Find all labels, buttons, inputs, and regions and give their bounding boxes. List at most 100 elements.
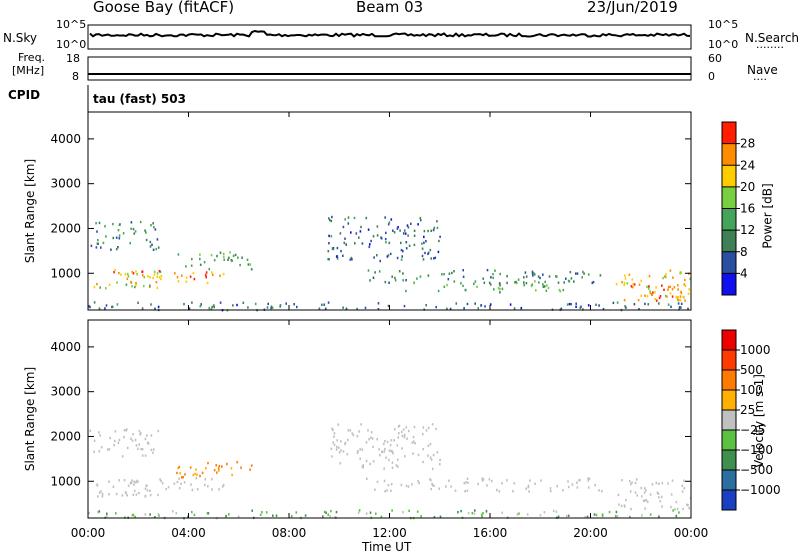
- data-point: [396, 227, 399, 230]
- data-point: [658, 515, 660, 518]
- data-point: [567, 485, 570, 489]
- data-point: [98, 491, 101, 494]
- data-point: [418, 481, 420, 485]
- data-point: [175, 512, 178, 515]
- data-point: [659, 500, 662, 503]
- data-point: [100, 246, 102, 249]
- data-point: [118, 234, 121, 237]
- data-point: [205, 276, 207, 279]
- data-point: [144, 437, 147, 441]
- data-point: [538, 281, 540, 284]
- data-point: [422, 426, 425, 429]
- data-point: [365, 512, 368, 515]
- data-point: [125, 283, 128, 286]
- data-point: [407, 429, 410, 433]
- data-point: [124, 491, 127, 494]
- data-point: [400, 430, 403, 434]
- data-point: [552, 509, 555, 513]
- data-point: [156, 275, 159, 278]
- data-point: [453, 280, 456, 283]
- data-point: [474, 302, 476, 305]
- data-point: [141, 270, 144, 273]
- data-point: [123, 436, 125, 439]
- data-point: [389, 443, 392, 447]
- xlabel: Time UT: [362, 540, 412, 554]
- data-point: [211, 271, 213, 274]
- data-point: [398, 424, 401, 428]
- data-point: [646, 294, 649, 298]
- data-point: [219, 301, 222, 304]
- nsearch-dots: ········: [756, 41, 784, 54]
- data-point: [680, 302, 683, 305]
- data-point: [490, 479, 493, 483]
- data-point: [548, 275, 551, 278]
- data-point: [211, 478, 213, 481]
- colorbar-swatch: [722, 430, 736, 450]
- data-point: [383, 450, 386, 453]
- data-point: [364, 306, 367, 310]
- data-point: [191, 301, 193, 304]
- data-point: [335, 255, 338, 258]
- data-point: [127, 484, 130, 487]
- data-point: [218, 488, 220, 491]
- data-point: [654, 298, 656, 301]
- data-point: [279, 305, 281, 308]
- data-point: [407, 226, 410, 229]
- data-point: [338, 446, 340, 449]
- data-point: [420, 515, 422, 518]
- data-point: [372, 235, 375, 238]
- data-point: [157, 493, 159, 497]
- data-point: [376, 438, 378, 441]
- colorbar-swatch: [722, 251, 736, 274]
- data-point: [486, 268, 489, 272]
- data-point: [565, 277, 567, 280]
- data-point: [183, 481, 186, 484]
- data-point: [393, 439, 395, 442]
- data-point: [304, 514, 307, 517]
- data-point: [535, 289, 537, 292]
- data-point: [376, 225, 379, 228]
- data-point: [385, 231, 387, 235]
- data-point: [146, 441, 149, 444]
- data-point: [595, 513, 598, 517]
- data-point: [556, 484, 558, 488]
- data-point: [525, 282, 528, 285]
- data-point: [234, 253, 237, 257]
- data-point: [405, 426, 408, 429]
- power-colorbar-label: Power [dB]: [760, 183, 775, 249]
- data-point: [113, 443, 115, 447]
- colorbar-swatch: [722, 390, 736, 410]
- data-point: [390, 218, 393, 221]
- data-point: [330, 235, 333, 238]
- data-point: [131, 479, 133, 482]
- data-point: [436, 220, 438, 223]
- data-point: [466, 302, 469, 306]
- data-point: [634, 481, 637, 485]
- data-point: [393, 428, 396, 431]
- data-point: [658, 296, 661, 300]
- data-point: [190, 483, 192, 486]
- data-point: [153, 273, 156, 276]
- colorbar-swatch: [722, 165, 736, 187]
- data-point: [404, 455, 406, 458]
- data-point: [141, 448, 144, 451]
- data-point: [227, 258, 229, 261]
- data-point: [656, 491, 659, 494]
- data-point: [219, 274, 221, 277]
- data-point: [155, 247, 158, 251]
- data-point: [628, 479, 631, 483]
- data-point: [509, 303, 512, 306]
- data-point: [199, 305, 202, 308]
- data-point: [207, 461, 209, 465]
- data-point: [112, 236, 115, 240]
- data-point: [641, 514, 643, 517]
- data-point: [633, 303, 636, 306]
- data-point: [567, 480, 569, 483]
- data-point: [130, 481, 133, 485]
- data-point: [96, 282, 98, 286]
- data-point: [115, 492, 118, 496]
- data-point: [374, 488, 376, 491]
- data-point: [431, 482, 433, 486]
- data-point: [672, 276, 674, 279]
- data-point: [183, 302, 185, 306]
